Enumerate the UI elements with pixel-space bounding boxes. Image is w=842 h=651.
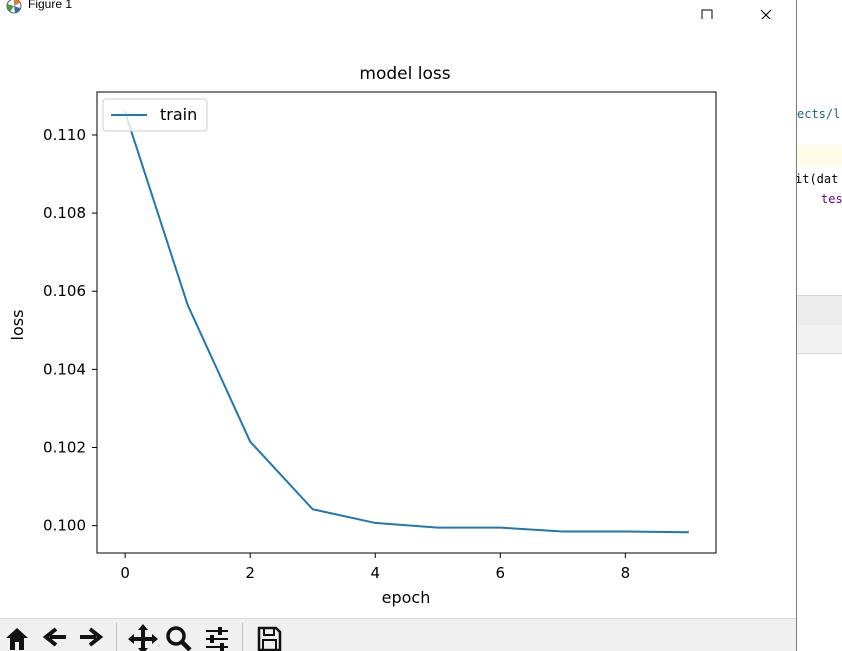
save-icon — [257, 626, 282, 651]
x-ticks: 0 2 4 6 8 — [120, 553, 630, 582]
editor-panel-band — [797, 295, 842, 326]
data-point — [687, 531, 689, 533]
data-point — [562, 531, 564, 533]
y-axis-label: loss — [8, 310, 27, 341]
code-line: it(dat — [797, 172, 839, 186]
series-layer — [123, 111, 689, 534]
back-icon — [42, 627, 66, 647]
editor-panel-band — [797, 325, 842, 354]
legend-frame — [102, 98, 208, 132]
chart-title: model loss — [359, 64, 450, 84]
navigation-toolbar — [0, 618, 796, 651]
y-tick-label: 0.110 — [43, 126, 86, 144]
y-ticks: 0.100 0.102 0.104 0.106 0.108 0.110 — [43, 126, 97, 535]
home-button[interactable] — [2, 624, 32, 651]
pan-button[interactable] — [128, 624, 158, 651]
legend: train — [102, 98, 208, 132]
toolbar-separator — [116, 623, 117, 651]
x-axis-label: epoch — [382, 588, 431, 607]
y-tick-label: 0.104 — [43, 360, 86, 378]
x-tick-label: 4 — [370, 564, 380, 582]
code-editor-pane[interactable]: ects/l it(dat tes — [797, 0, 842, 651]
zoom-button[interactable] — [164, 624, 194, 651]
data-point — [312, 508, 314, 510]
toolbar-separator — [242, 623, 243, 651]
window-title: Figure 1 — [28, 0, 73, 11]
series-line-train — [123, 111, 689, 534]
code-line: ects/l — [797, 107, 841, 121]
forward-button[interactable] — [76, 624, 106, 651]
x-tick-label: 0 — [120, 564, 130, 582]
data-point — [187, 304, 189, 306]
x-tick-label: 6 — [496, 564, 506, 582]
axes-frame — [96, 91, 717, 554]
close-button[interactable] — [743, 0, 789, 21]
data-point — [249, 441, 251, 443]
x-tick-label: 8 — [621, 564, 631, 582]
data-point — [624, 531, 626, 533]
forward-icon — [80, 627, 104, 647]
back-button[interactable] — [40, 624, 70, 651]
data-point — [374, 522, 376, 524]
y-tick-label: 0.108 — [43, 204, 86, 222]
configure-subplots-icon — [206, 627, 228, 651]
matplotlib-logo-icon — [6, 0, 22, 14]
data-point — [499, 527, 501, 529]
zoom-icon — [166, 626, 192, 651]
x-tick-label: 2 — [245, 564, 255, 582]
y-tick-label: 0.106 — [43, 282, 86, 300]
code-line: tes — [821, 192, 842, 206]
data-point — [437, 527, 439, 529]
close-icon — [760, 9, 772, 21]
home-icon — [6, 628, 28, 650]
pan-icon — [128, 624, 158, 651]
maximize-button[interactable] — [684, 0, 730, 21]
save-button[interactable] — [254, 624, 284, 651]
configure-subplots-button[interactable] — [202, 624, 232, 651]
editor-line-highlight — [797, 145, 842, 165]
title-bar: Figure 1 — [0, 0, 796, 21]
legend-label-train: train — [160, 105, 197, 124]
y-tick-label: 0.100 — [43, 517, 86, 535]
y-tick-label: 0.102 — [43, 439, 86, 457]
